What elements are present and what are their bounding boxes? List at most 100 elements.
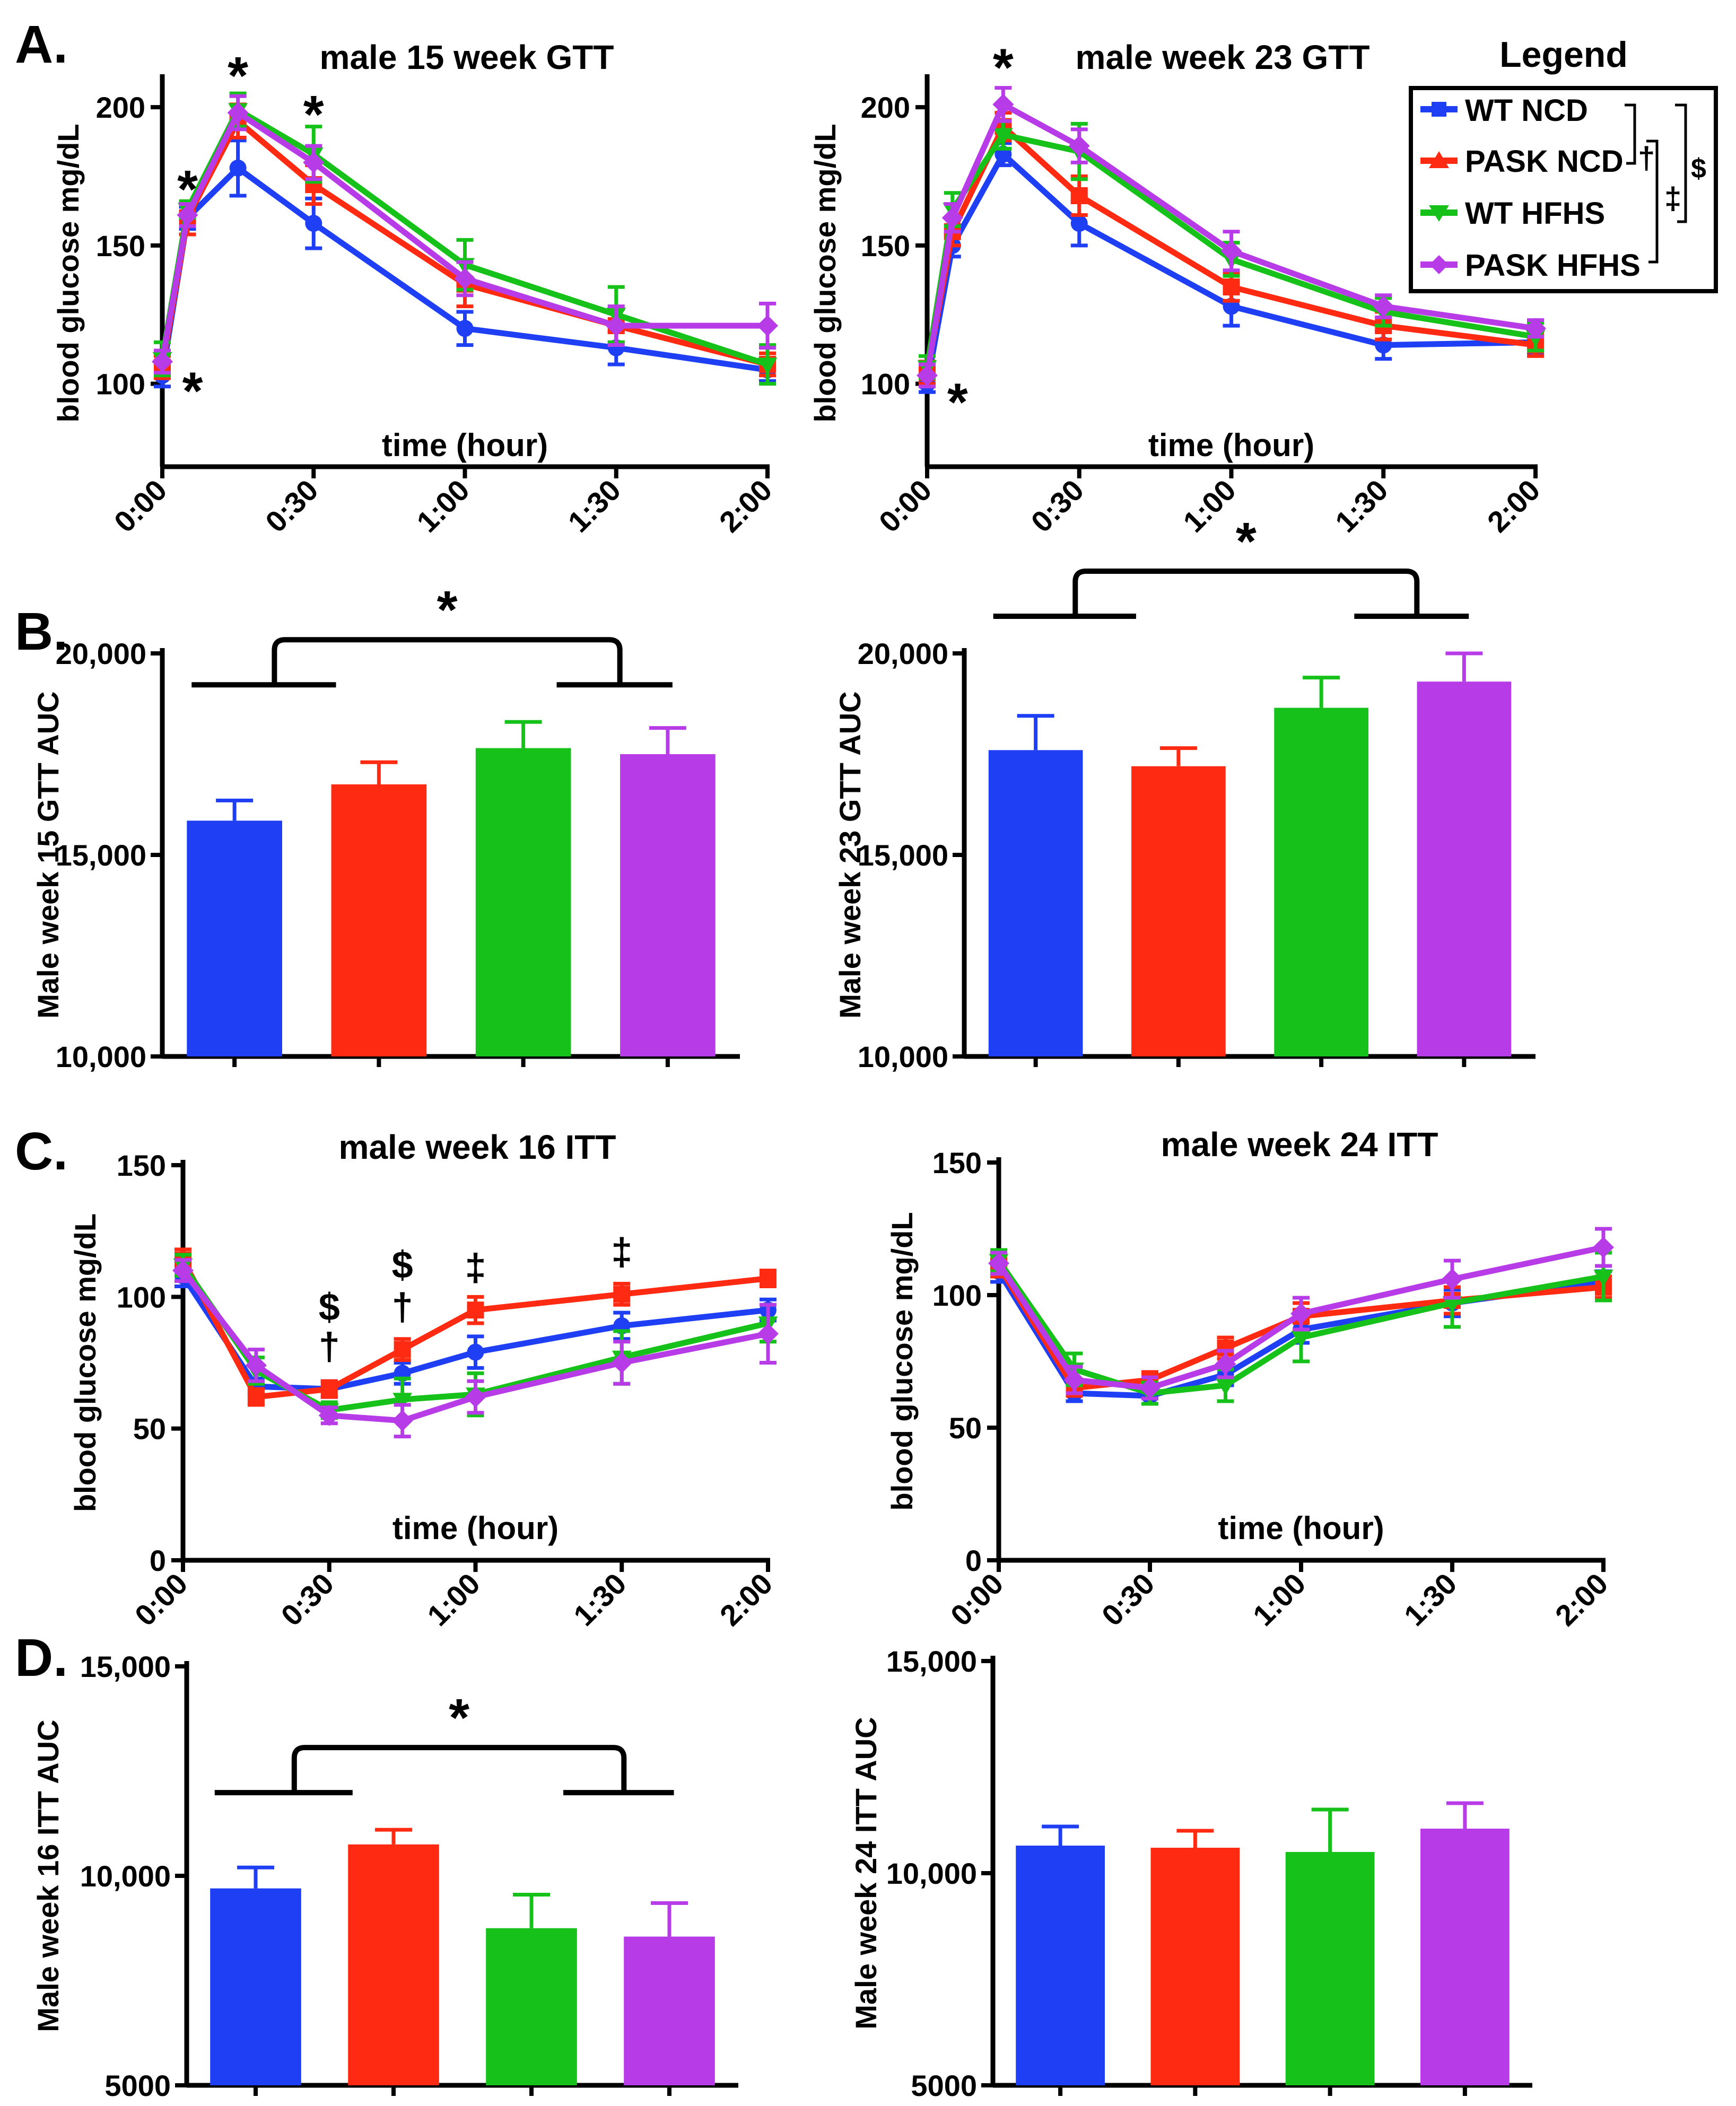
panel-label-a: A. — [15, 15, 68, 74]
bar-wt-hfhs — [1285, 1852, 1375, 2085]
x-tick-label: 0:00 — [108, 473, 173, 539]
x-axis-label: time (hour) — [1148, 427, 1314, 463]
data-point-wt-hfhs — [1291, 1331, 1311, 1348]
data-point-pask-ncd — [760, 1270, 777, 1287]
bar-wt-ncd — [187, 820, 282, 1056]
data-point-pask-hfhs — [465, 1386, 486, 1408]
y-tick-label: 200 — [96, 91, 145, 124]
chart-title: male 15 week GTT — [320, 38, 614, 76]
x-tick-label: 1:00 — [1176, 473, 1242, 539]
data-point-pask-hfhs — [391, 1410, 413, 1431]
legend-entry-wt-hfhs: WT HFHS — [1420, 196, 1605, 231]
data-point-pask-hfhs — [1220, 240, 1242, 262]
data-point-pask-hfhs — [1593, 1237, 1614, 1258]
data-point-wt-ncd — [467, 1343, 484, 1361]
bar-pask-hfhs — [624, 1936, 715, 2085]
y-tick-label: 100 — [932, 1279, 982, 1312]
legend: Legend WT NCD PASK NCD WT HFHS PASK HFHS… — [1409, 34, 1718, 293]
chart-itt16: 0 50 100 150 0:00 0:30 1:00 1:30 2:00 male week 1… — [68, 1128, 779, 1632]
y-tick-label: 100 — [117, 1280, 166, 1314]
y-axis-label: Male week 16 ITT AUC — [31, 1719, 65, 2032]
legend-marker-pask-hfhs — [1429, 255, 1449, 274]
data-point-pask-hfhs — [318, 1404, 340, 1426]
legend-label-wt-ncd: WT NCD — [1465, 93, 1588, 128]
x-tick-label: 1:30 — [1329, 473, 1394, 539]
data-point-wt-hfhs — [1442, 1296, 1462, 1314]
significance-annotation: * — [177, 160, 198, 219]
y-tick-label: 10,000 — [886, 1857, 977, 1890]
x-tick-label: 1:00 — [421, 1567, 486, 1632]
y-tick-label: 15,000 — [886, 1645, 977, 1678]
data-point-wt-ncd — [456, 320, 474, 337]
data-point-wt-ncd — [1070, 215, 1088, 232]
significance-annotation: * — [303, 85, 324, 144]
chart-auc24: 5000 10,000 15,000 Male week 24 ITT AUC — [849, 1645, 1532, 2102]
data-point-pask-ncd — [247, 1388, 265, 1406]
significance-bracket — [1072, 569, 1420, 616]
legend-bracket-dollar — [1675, 103, 1687, 223]
data-point-pask-hfhs — [1442, 1269, 1463, 1290]
data-point-pask-hfhs — [917, 364, 938, 386]
data-point-pask-hfhs — [1373, 295, 1394, 317]
bar-pask-ncd — [331, 784, 427, 1056]
chart-title: male week 23 GTT — [1076, 38, 1370, 76]
y-axis-label: blood glucose mg/dL — [51, 124, 85, 422]
legend-bracket-double-dagger — [1646, 139, 1659, 264]
significance-star: * — [1236, 512, 1257, 571]
bar-pask-ncd — [348, 1844, 439, 2085]
data-point-pask-hfhs — [1525, 318, 1546, 339]
data-point-pask-ncd — [613, 1286, 631, 1303]
legend-entry-pask-ncd: PASK NCD — [1420, 144, 1624, 179]
data-point-pask-hfhs — [227, 102, 249, 124]
y-tick-label: 150 — [861, 229, 910, 263]
chart-title: male week 24 ITT — [1161, 1125, 1438, 1164]
significance-annotation: * — [947, 372, 968, 432]
y-tick-label: 15,000 — [80, 1650, 171, 1683]
y-tick-label: 10,000 — [858, 1040, 948, 1073]
data-point-pask-hfhs — [992, 93, 1014, 115]
bar-pask-ncd — [1150, 1848, 1240, 2085]
x-tick-label: 0:30 — [1024, 473, 1090, 539]
data-point-pask-ncd — [320, 1380, 338, 1398]
series-pask-hfhs — [988, 1227, 1614, 1401]
bar-wt-ncd — [1016, 1846, 1105, 2085]
data-point-wt-hfhs — [392, 1393, 413, 1410]
x-tick-label: 0:30 — [259, 473, 325, 539]
series-pask-ncd — [175, 1247, 777, 1407]
significance-bracket — [291, 1745, 627, 1793]
y-tick-label: 5000 — [104, 2069, 171, 2102]
significance-annotation: * — [182, 362, 203, 421]
significance-annotation: * — [228, 46, 248, 106]
y-tick-label: 200 — [861, 91, 910, 124]
x-tick-label: 2:00 — [1549, 1567, 1615, 1632]
significance-star: * — [437, 580, 458, 640]
data-point-pask-hfhs — [757, 1323, 779, 1344]
legend-entry-pask-hfhs: PASK HFHS — [1420, 248, 1641, 283]
x-tick-label: 2:00 — [713, 473, 779, 539]
chart-auc23: 10,000 15,000 20,000 Male week 23 GTT AUC * — [833, 512, 1536, 1073]
significance-bracket — [272, 637, 623, 685]
legend-title: Legend — [1499, 34, 1628, 75]
y-axis-label: blood glucose mg/dL — [808, 124, 842, 422]
bar-wt-ncd — [210, 1888, 301, 2085]
y-axis-label: blood glucose mg/dL — [885, 1212, 919, 1510]
data-point-pask-hfhs — [941, 207, 963, 229]
data-point-pask-hfhs — [988, 1253, 1009, 1274]
significance-star: * — [449, 1688, 469, 1747]
bar-pask-ncd — [1131, 766, 1226, 1056]
panel-label-b: B. — [15, 602, 68, 661]
data-point-pask-ncd — [1223, 278, 1240, 296]
y-tick-label: 15,000 — [56, 838, 146, 872]
x-tick-label: 2:00 — [1481, 473, 1547, 539]
significance-annotation: † — [392, 1286, 413, 1329]
bar-wt-hfhs — [1274, 707, 1368, 1056]
data-point-pask-hfhs — [454, 268, 476, 290]
x-tick-label: 0:00 — [128, 1567, 194, 1632]
chart-title: male week 16 ITT — [339, 1128, 616, 1166]
data-point-pask-hfhs — [1068, 135, 1090, 157]
x-axis-label: time (hour) — [392, 1510, 559, 1546]
legend-symbol-dollar: $ — [1691, 153, 1706, 184]
bar-pask-hfhs — [620, 754, 716, 1056]
x-tick-label: 1:00 — [1246, 1567, 1312, 1632]
